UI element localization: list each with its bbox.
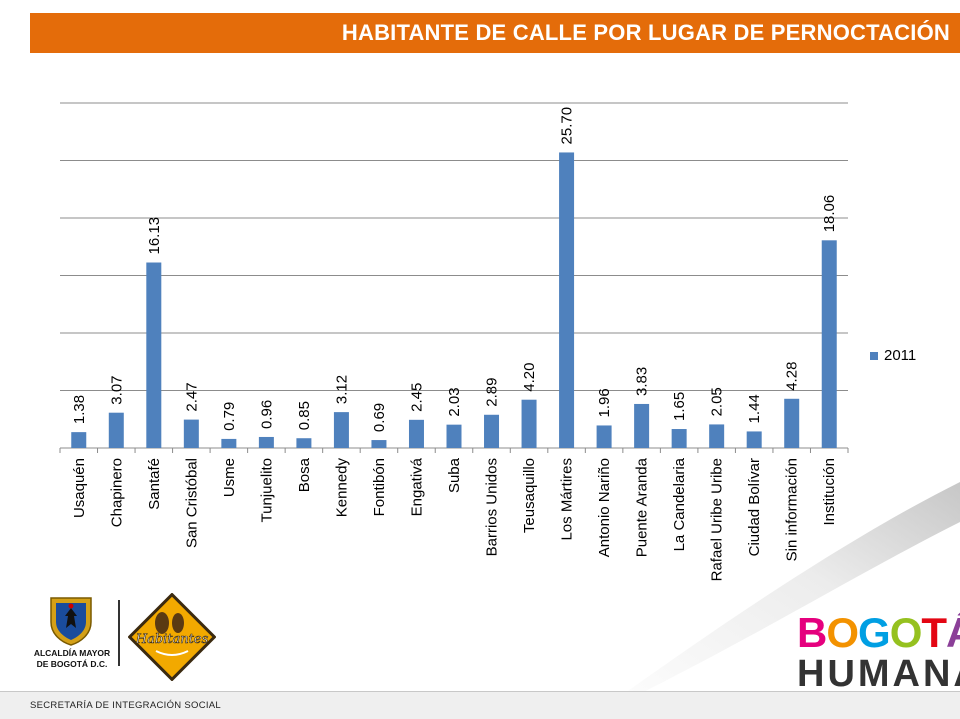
- bogota-wordmark: BOGOTÁ: [797, 612, 960, 654]
- data-label: 3.12: [333, 375, 350, 404]
- data-label: 0.69: [371, 403, 388, 432]
- bar: [408, 419, 424, 448]
- bar: [821, 240, 837, 448]
- data-label: 3.07: [108, 375, 125, 404]
- bar-chart: 1.38 Usaquén 3.07 Chapinero 16.13 Santafé 2.47…: [59, 102, 849, 581]
- legend: 2011: [870, 347, 916, 364]
- bar: [521, 399, 537, 448]
- data-label: 2.89: [484, 378, 501, 407]
- mayor-office-text: ALCALDÍA MAYOR DE BOGOTÁ D.C.: [22, 648, 122, 670]
- x-tick-label: Usaquén: [71, 458, 88, 518]
- bar: [596, 425, 612, 448]
- x-tick-label: Usme: [221, 458, 238, 497]
- bar: [484, 414, 500, 448]
- bar: [709, 424, 725, 448]
- data-label: 0.96: [258, 400, 275, 429]
- x-tick-label: Engativá: [408, 457, 425, 516]
- x-tick-label: Los Mártires: [559, 458, 576, 541]
- coat-of-arms-icon: [50, 597, 92, 646]
- data-label: 18.06: [821, 195, 838, 233]
- footer-bar: [0, 691, 960, 719]
- bogota-letter: O: [889, 609, 923, 656]
- data-label: 1.65: [671, 392, 688, 421]
- bar: [146, 262, 162, 448]
- bar: [559, 152, 575, 448]
- bar: [371, 440, 387, 448]
- mayor-line-2: DE BOGOTÁ D.C.: [36, 659, 108, 669]
- x-tick-label: Puente Aranda: [634, 457, 651, 557]
- x-tick-label: Rafael Uribe Uribe: [709, 458, 726, 581]
- data-label: 2.47: [183, 382, 200, 411]
- logo-divider: [118, 600, 120, 666]
- data-label: 4.20: [521, 362, 538, 391]
- humana-wordmark: HUMANA: [797, 653, 960, 695]
- bar: [108, 412, 124, 448]
- x-tick-label: Bosa: [296, 457, 313, 492]
- bar: [784, 398, 800, 448]
- bar: [671, 429, 687, 448]
- data-label: 1.44: [746, 394, 763, 423]
- bar: [183, 419, 199, 448]
- data-label: 2.03: [446, 387, 463, 416]
- x-tick-label: Antonio Nariño: [596, 458, 613, 557]
- bogota-letter: B: [797, 609, 827, 656]
- x-tick-label: Institución: [821, 458, 838, 526]
- x-tick-label: Suba: [446, 457, 463, 493]
- bogota-letter: T: [921, 609, 947, 656]
- x-tick-label: Kennedy: [333, 458, 350, 518]
- x-tick-label: San Cristóbal: [183, 458, 200, 548]
- legend-swatch: [870, 351, 878, 360]
- data-label: 25.70: [559, 107, 576, 145]
- data-label: 1.38: [71, 395, 88, 424]
- page-curl-decoration: [590, 482, 960, 718]
- legend-label: 2011: [884, 347, 917, 364]
- x-tick-label: Tunjuelito: [258, 458, 275, 522]
- x-tick-label: Sin información: [784, 458, 801, 561]
- x-tick-label: La Candelaria: [671, 457, 688, 551]
- bar: [634, 403, 650, 448]
- habitantes-badge-logo: Habitantes: [128, 593, 216, 681]
- page-title: HABITANTE DE CALLE POR LUGAR DE PERNOCTA…: [341, 20, 950, 45]
- x-tick-label: Chapinero: [108, 458, 125, 527]
- data-label: 2.45: [408, 383, 425, 412]
- badge-text: Habitantes: [135, 632, 209, 647]
- bar: [258, 436, 274, 448]
- bogota-letter: Á: [946, 612, 960, 654]
- data-label: 16.13: [146, 217, 163, 255]
- x-tick-label: Teusaquillo: [521, 458, 538, 533]
- x-tick-label: Ciudad Bolívar: [746, 458, 763, 556]
- bar: [221, 438, 237, 448]
- data-label: 2.05: [709, 387, 726, 416]
- x-tick-label: Fontibón: [371, 458, 388, 516]
- data-label: 0.79: [221, 402, 238, 431]
- bar: [71, 432, 87, 448]
- title-banner: HABITANTE DE CALLE POR LUGAR DE PERNOCTA…: [30, 13, 960, 53]
- data-label: 4.28: [784, 362, 801, 391]
- bar: [333, 412, 349, 448]
- data-label: 1.96: [596, 388, 613, 417]
- bogota-letter: O: [826, 609, 859, 656]
- bar: [446, 424, 462, 448]
- mayor-line-1: ALCALDÍA MAYOR: [33, 648, 111, 658]
- bogota-humana-logo: BOGOTÁ HUMANA: [797, 612, 960, 695]
- bogota-letter: G: [858, 609, 891, 656]
- x-tick-label: Santafé: [146, 458, 163, 510]
- data-label: 0.85: [296, 401, 313, 430]
- footer-text: SECRETARÍA DE INTEGRACIÓN SOCIAL: [30, 700, 222, 711]
- bar: [746, 431, 762, 448]
- data-label: 3.83: [634, 367, 651, 396]
- x-tick-label: Barrios Unidos: [484, 458, 501, 556]
- bar: [296, 438, 312, 448]
